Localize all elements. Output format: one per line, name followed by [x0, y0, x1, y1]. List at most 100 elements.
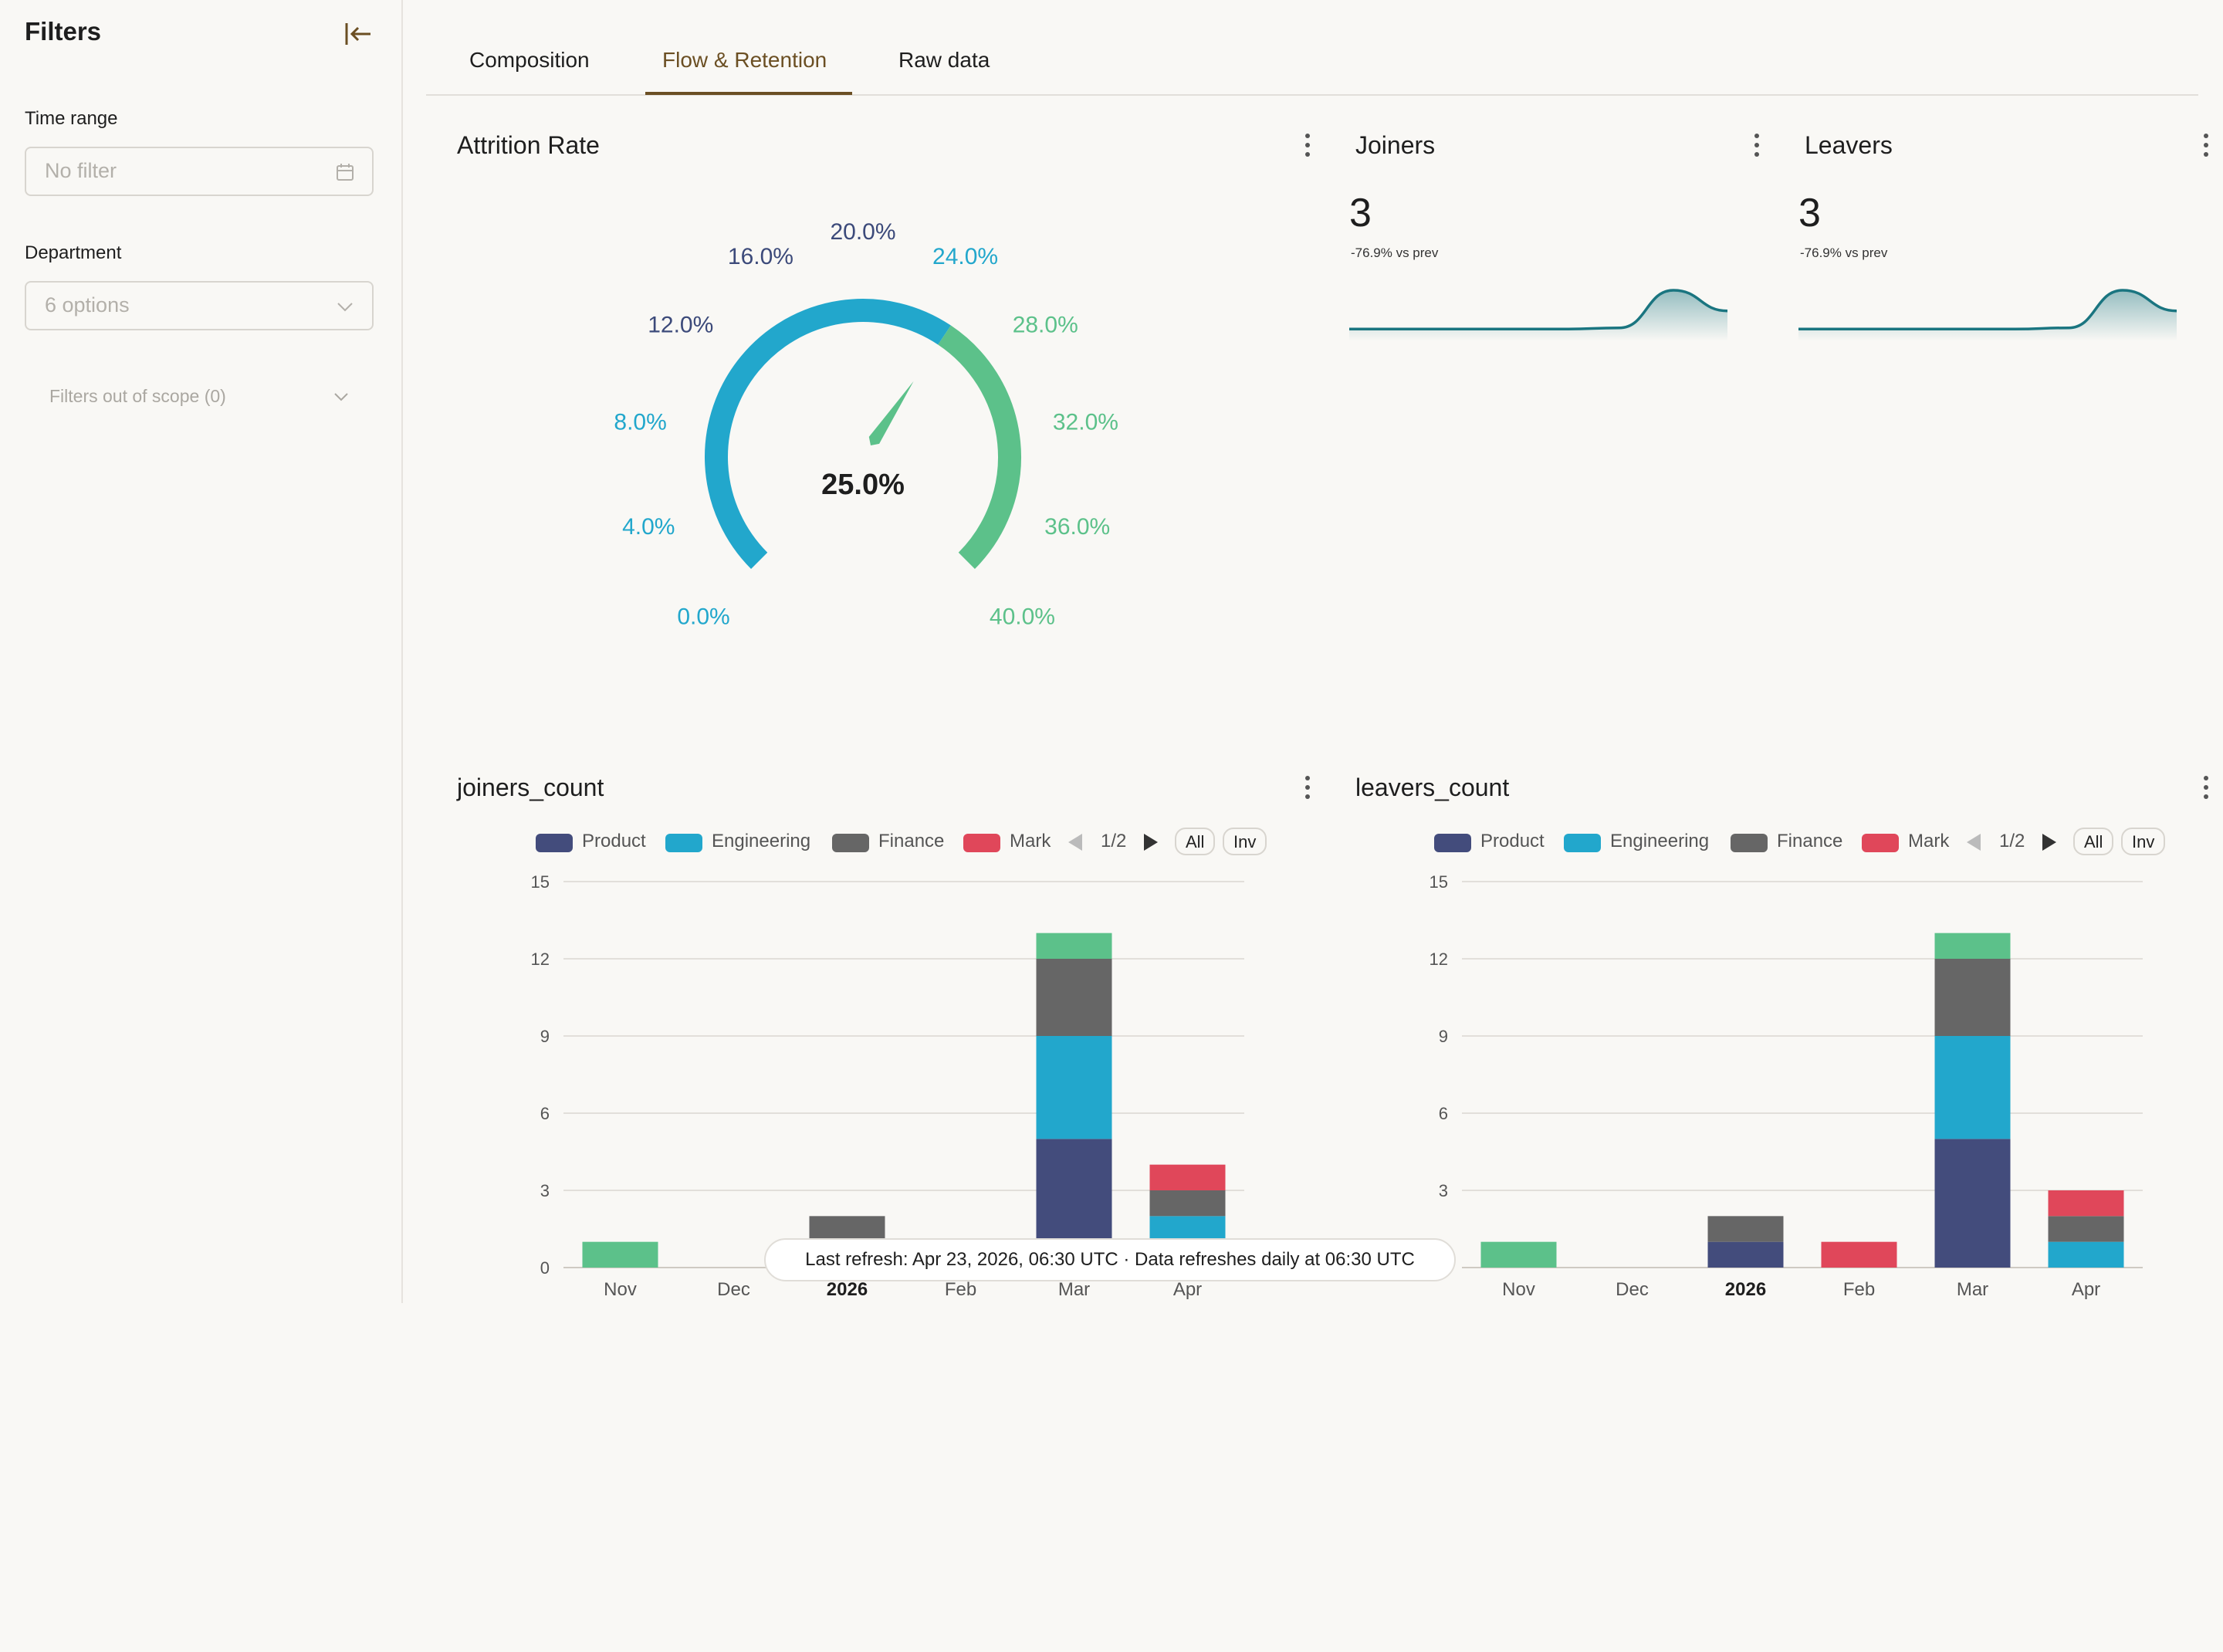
attrition-rate-title: Attrition Rate [457, 131, 600, 159]
y-tick-label: 12 [531, 950, 550, 969]
bar-segment [1707, 1216, 1784, 1242]
time-range-placeholder: No filter [45, 159, 117, 182]
legend-swatch [1434, 834, 1471, 852]
x-tick-label: Dec [1616, 1279, 1649, 1300]
gauge-tick-label: 24.0% [932, 244, 998, 269]
legend-swatch [1564, 834, 1601, 852]
bar-segment [1149, 1190, 1226, 1217]
x-tick-label: Mar [1957, 1279, 1988, 1300]
x-tick-label: Dec [717, 1279, 750, 1300]
bar-segment [809, 1216, 885, 1242]
bar-segment [2048, 1241, 2124, 1268]
leavers-count-legend: Product Engineering Finance Mark 1/2 All… [1434, 826, 2175, 857]
gauge-value-label: 25.0% [821, 469, 905, 501]
x-tick-label: Mar [1058, 1279, 1090, 1300]
bar-segment [1480, 1241, 1557, 1268]
joiners-count-menu-icon[interactable] [1301, 772, 1314, 803]
gauge-tick-label: 20.0% [830, 219, 895, 245]
leavers-value: 3 [1798, 191, 1821, 235]
y-tick-label: 15 [531, 872, 550, 892]
filters-sidebar: Filters Time range No filter Department … [0, 0, 403, 1303]
filters-out-of-scope-toggle[interactable]: Filters out of scope (0) [25, 383, 374, 414]
legend-prev-icon[interactable] [1067, 832, 1084, 852]
department-label: Department [25, 242, 122, 263]
x-tick-label: Feb [1843, 1279, 1875, 1300]
legend-label: Product [582, 831, 646, 851]
tab-composition[interactable]: Composition [469, 48, 590, 72]
legend-swatch [536, 834, 573, 852]
filters-title: Filters [25, 17, 102, 46]
legend-swatch [963, 834, 1000, 852]
x-tick-label: Nov [604, 1279, 637, 1300]
gauge-tick-label: 16.0% [728, 244, 793, 269]
active-tab-indicator [645, 92, 852, 95]
x-tick-label: Feb [945, 1279, 976, 1300]
tab-bar: Composition Flow & Retention Raw data [426, 0, 2198, 96]
gauge-tick-label: 4.0% [622, 514, 675, 540]
tab-raw-data[interactable]: Raw data [898, 48, 990, 72]
joiners-menu-icon[interactable] [1751, 130, 1763, 161]
gauge-tick-label: 40.0% [990, 604, 1055, 629]
legend-label: Mark [1010, 831, 1051, 851]
time-range-label: Time range [25, 108, 118, 129]
legend-next-icon[interactable] [1142, 832, 1159, 852]
filters-out-of-scope-label: Filters out of scope (0) [49, 386, 226, 406]
bar-segment [1934, 959, 2011, 1036]
leavers-sparkline [1798, 289, 2177, 341]
bar-segment [1149, 1216, 1226, 1242]
y-tick-label: 6 [540, 1104, 550, 1123]
gauge-tick-label: 36.0% [1044, 514, 1110, 540]
bar-segment [2048, 1216, 2124, 1242]
bar-segment [1707, 1241, 1784, 1268]
y-tick-label: 15 [1430, 872, 1448, 892]
y-tick-label: 0 [540, 1258, 550, 1278]
legend-swatch [1731, 834, 1768, 852]
gauge-tick-label: 28.0% [1013, 312, 1078, 337]
bar-segment [1934, 1036, 2011, 1139]
sparkline-area [1798, 290, 2177, 341]
bar-segment [2048, 1190, 2124, 1217]
legend-all-button[interactable]: All [1175, 828, 1216, 855]
joiners-value: 3 [1349, 191, 1372, 235]
bar-segment [1036, 1036, 1112, 1139]
joiners-count-title: joiners_count [457, 774, 604, 801]
tab-flow-retention[interactable]: Flow & Retention [662, 48, 827, 72]
time-range-input[interactable]: No filter [25, 147, 374, 196]
y-tick-label: 3 [1439, 1181, 1448, 1200]
attrition-gauge: 0.0% 4.0% 8.0% 12.0% 16.0% 20.0% 24.0% 28.0% 32.… [614, 219, 1118, 629]
attrition-menu-icon[interactable] [1301, 130, 1314, 161]
leavers-menu-icon[interactable] [2200, 130, 2212, 161]
collapse-sidebar-icon[interactable] [343, 19, 374, 49]
x-tick-label: 2026 [1725, 1279, 1766, 1300]
joiners-title: Joiners [1355, 131, 1436, 159]
legend-invert-button[interactable]: Inv [2121, 828, 2166, 855]
sparkline-area [1349, 290, 1727, 341]
x-tick-label: Nov [1502, 1279, 1535, 1300]
legend-invert-button[interactable]: Inv [1223, 828, 1267, 855]
y-tick-label: 6 [1439, 1104, 1448, 1123]
legend-label: Mark [1908, 831, 1950, 851]
legend-prev-icon[interactable] [1965, 832, 1982, 852]
gauge-tick-label: 32.0% [1053, 409, 1118, 435]
leavers-title: Leavers [1805, 131, 1893, 159]
leavers-count-menu-icon[interactable] [2200, 772, 2212, 803]
calendar-icon [337, 164, 354, 181]
gauge-tick-label: 0.0% [677, 604, 729, 629]
y-tick-label: 9 [1439, 1027, 1448, 1046]
legend-all-button[interactable]: All [2073, 828, 2114, 855]
bar-segment [1934, 933, 2011, 959]
sparkline-line [1349, 289, 1727, 331]
department-select[interactable]: 6 options [25, 281, 374, 330]
legend-label: Engineering [1610, 831, 1710, 851]
legend-label: Finance [878, 831, 945, 851]
joiners-sparkline [1349, 289, 1727, 341]
chevron-down-icon [334, 393, 348, 401]
legend-label: Product [1480, 831, 1545, 851]
y-tick-label: 12 [1430, 950, 1448, 969]
legend-next-icon[interactable] [2041, 832, 2058, 852]
chevron-down-icon [337, 303, 353, 312]
bar-segment [1821, 1241, 1897, 1268]
joiners-count-chart: 0 3 6 9 12 15 Nov Dec 2026 Feb Mar Apr [531, 872, 1244, 1300]
bar-segment [582, 1241, 658, 1268]
legend-swatch [832, 834, 869, 852]
